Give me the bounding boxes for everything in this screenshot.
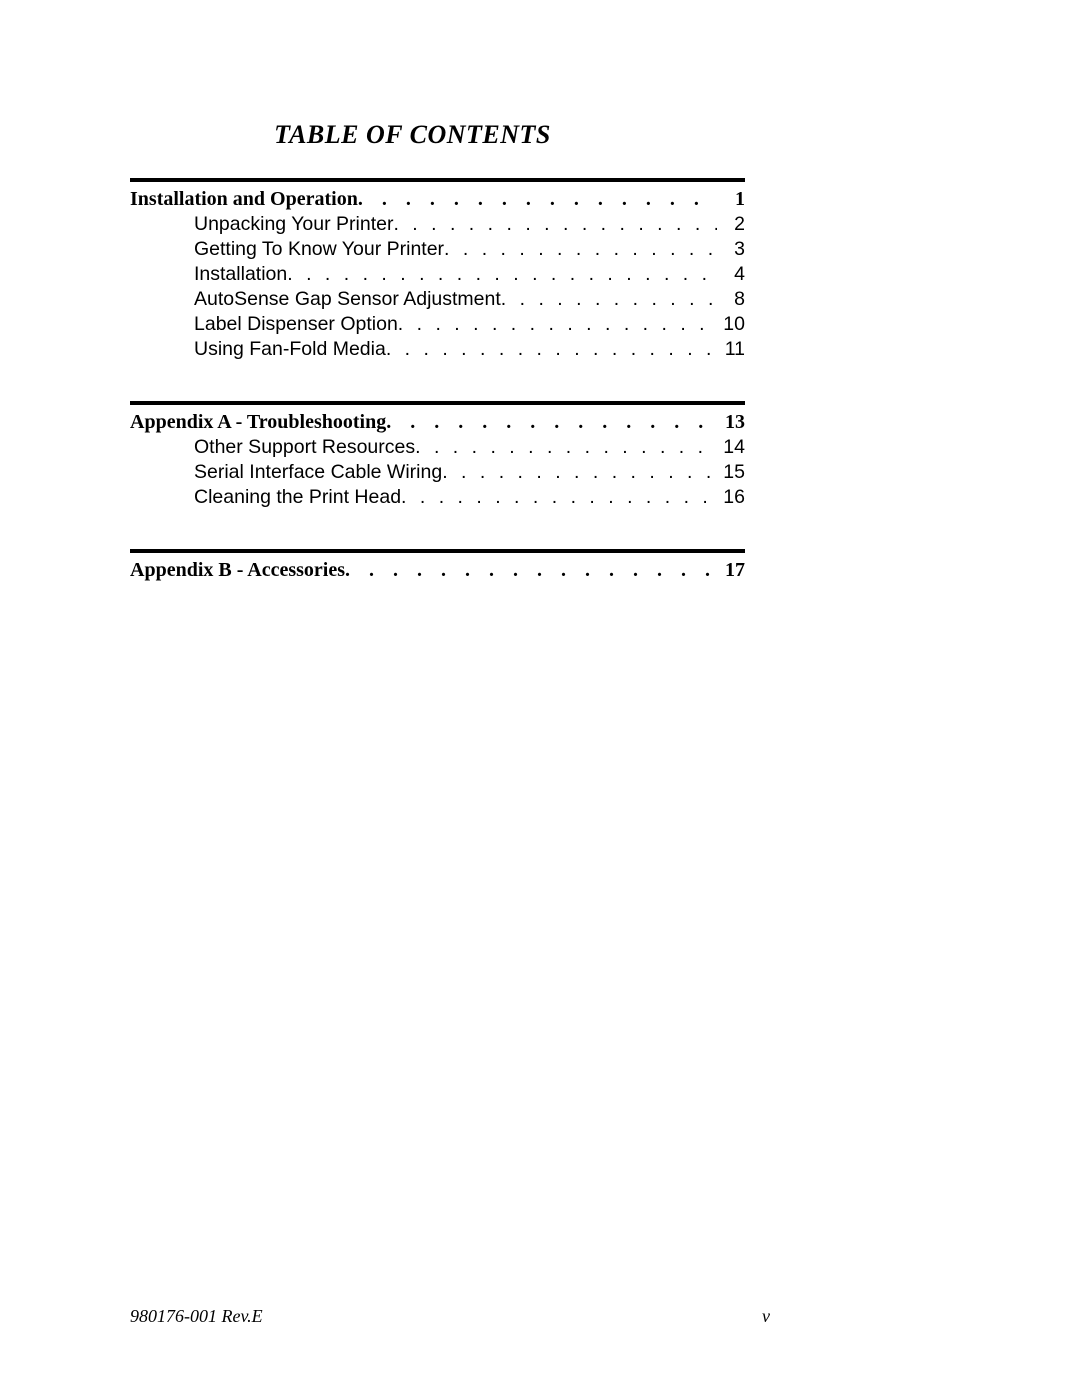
toc-title: TABLE OF CONTENTS	[130, 120, 695, 150]
section-heading: Installation and Operation 1	[130, 188, 745, 211]
toc-item-page: 11	[717, 338, 745, 361]
section-heading: Appendix B - Accessories 17	[130, 559, 745, 582]
section-rule	[130, 178, 745, 182]
section-rule	[130, 401, 745, 405]
toc-item-page: 14	[717, 436, 745, 459]
toc-item-page: 3	[717, 238, 745, 261]
toc-item-label: Getting To Know Your Printer	[194, 238, 444, 261]
toc-item-label: Unpacking Your Printer	[194, 213, 393, 236]
dot-leader	[358, 188, 717, 211]
toc-item: Unpacking Your Printer 2	[130, 213, 745, 236]
toc-item-page: 10	[717, 313, 745, 336]
toc-item: Using Fan-Fold Media 11	[130, 338, 745, 361]
toc-item: Serial Interface Cable Wiring 15	[130, 461, 745, 484]
toc-item: Cleaning the Print Head 16	[130, 486, 745, 509]
dot-leader	[415, 436, 717, 459]
toc-item-page: 4	[717, 263, 745, 286]
dot-leader	[401, 486, 717, 509]
dot-leader	[386, 411, 717, 434]
section-heading-label: Appendix A - Troubleshooting	[130, 411, 386, 434]
toc-item-page: 2	[717, 213, 745, 236]
dot-leader	[444, 238, 717, 261]
section-rule	[130, 549, 745, 553]
page-footer: 980176-001 Rev.E v	[130, 1306, 770, 1327]
section-heading-page: 17	[717, 559, 745, 582]
toc-item-page: 8	[717, 288, 745, 311]
toc-item-label: Cleaning the Print Head	[194, 486, 401, 509]
toc-item-label: Other Support Resources	[194, 436, 415, 459]
section-heading: Appendix A - Troubleshooting 13	[130, 411, 745, 434]
toc-item: Label Dispenser Option 10	[130, 313, 745, 336]
dot-leader	[501, 288, 717, 311]
toc-item-page: 16	[717, 486, 745, 509]
toc-item-label: Using Fan-Fold Media	[194, 338, 386, 361]
dot-leader	[398, 313, 717, 336]
toc-item-label: Label Dispenser Option	[194, 313, 398, 336]
dot-leader	[386, 338, 717, 361]
section-heading-page: 1	[717, 188, 745, 211]
toc-item-label: Installation	[194, 263, 287, 286]
toc-item: Getting To Know Your Printer 3	[130, 238, 745, 261]
toc-content: Installation and Operation 1 Unpacking Y…	[130, 178, 745, 582]
dot-leader	[393, 213, 717, 236]
toc-item-page: 15	[717, 461, 745, 484]
toc-item-label: Serial Interface Cable Wiring	[194, 461, 442, 484]
dot-leader	[287, 263, 717, 286]
toc-item: Other Support Resources 14	[130, 436, 745, 459]
footer-page-number: v	[762, 1306, 770, 1327]
toc-item: Installation 4	[130, 263, 745, 286]
toc-item-label: AutoSense Gap Sensor Adjustment	[194, 288, 501, 311]
page: TABLE OF CONTENTS Installation and Opera…	[0, 0, 820, 1397]
section-heading-page: 13	[717, 411, 745, 434]
footer-left: 980176-001 Rev.E	[130, 1306, 263, 1327]
dot-leader	[442, 461, 717, 484]
section-heading-label: Appendix B - Accessories	[130, 559, 345, 582]
dot-leader	[345, 559, 717, 582]
section-heading-label: Installation and Operation	[130, 188, 358, 211]
toc-item: AutoSense Gap Sensor Adjustment 8	[130, 288, 745, 311]
